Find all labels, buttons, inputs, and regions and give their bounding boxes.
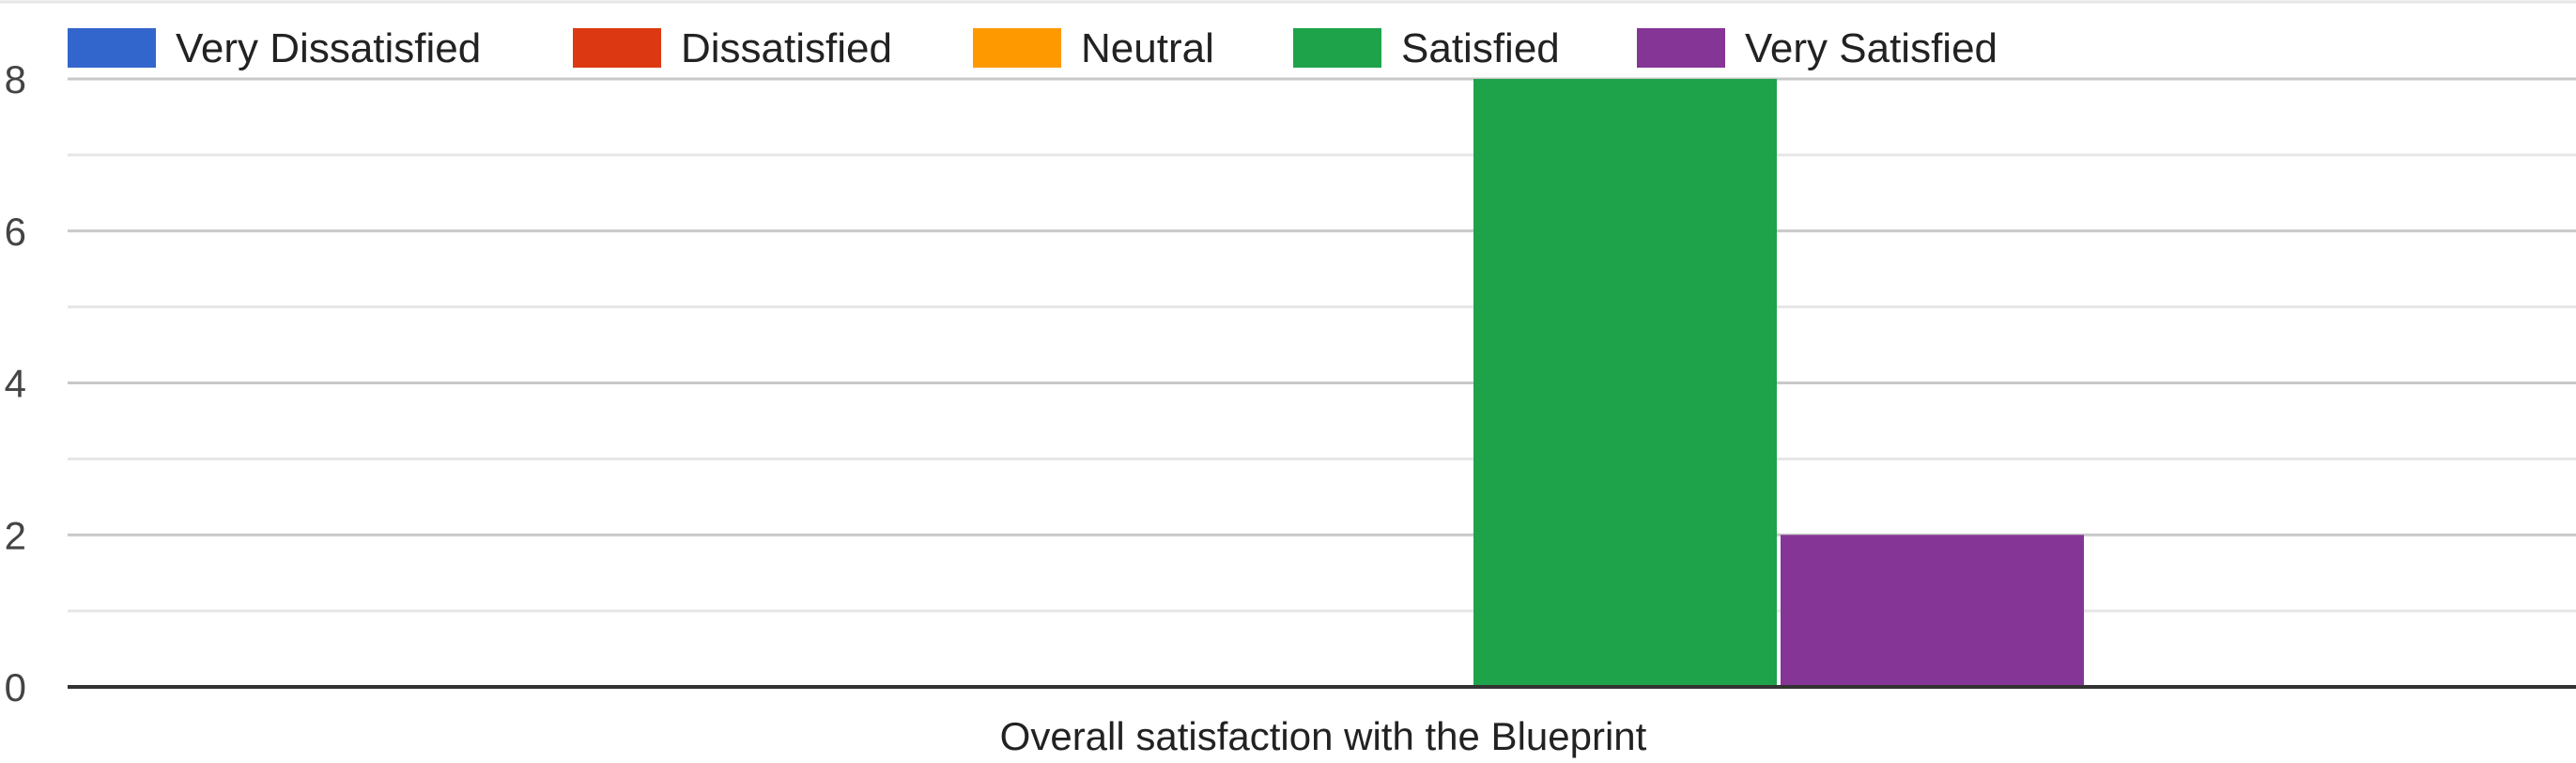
category-label: Overall satisfaction with the Blueprint [1000,714,1647,758]
legend-label: Satisfied [1401,25,1560,71]
y-tick-label: 8 [5,57,26,101]
legend: Very Dissatisfied Dissatisfied Neutral Sati… [68,25,1998,71]
bar-very-satisfied [1781,535,2084,687]
legend-swatch [573,28,661,68]
bar-satisfied [1473,79,1777,687]
legend-label: Dissatisfied [681,25,892,71]
y-tick-label: 0 [5,665,26,709]
legend-label: Neutral [1081,25,1214,71]
legend-swatch [1637,28,1725,68]
y-tick-label: 2 [5,513,26,557]
y-tick-label: 6 [5,210,26,254]
legend-swatch [68,28,156,68]
x-axis: Overall satisfaction with the Blueprint [1000,714,1647,758]
legend-swatch [1293,28,1381,68]
legend-swatch [973,28,1061,68]
y-axis: 0 2 4 6 8 [5,57,26,709]
gridlines [0,0,2576,613]
legend-label: Very Dissatisfied [176,25,481,71]
legend-label: Very Satisfied [1745,25,1998,71]
y-tick-label: 4 [5,362,26,406]
bars [1473,79,2084,687]
